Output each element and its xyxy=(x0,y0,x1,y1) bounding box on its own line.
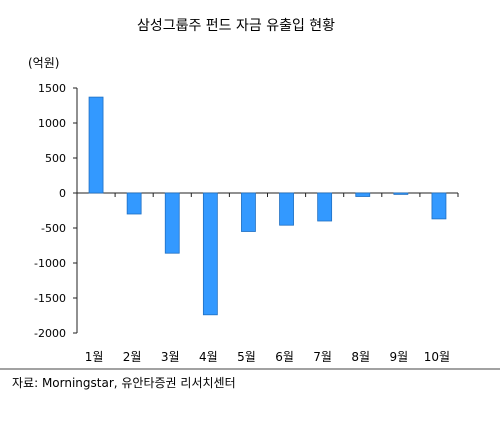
x-category-label: 4월 xyxy=(199,350,218,364)
bar-10 xyxy=(431,192,447,220)
bar-6 xyxy=(279,192,294,226)
chart-title: 삼성그룹주 펀드 자금 유출입 현황 xyxy=(137,18,335,34)
y-tick-label: -500 xyxy=(41,222,66,235)
x-category-label: 2월 xyxy=(123,350,142,364)
x-category-label: 3월 xyxy=(161,350,180,364)
bar-8 xyxy=(355,192,371,197)
y-tick-label: -1000 xyxy=(34,257,66,270)
x-category-label: 7월 xyxy=(313,350,332,364)
y-tick-label: 500 xyxy=(45,152,66,165)
bar-2 xyxy=(126,192,142,215)
y-axis-unit-label: (억원) xyxy=(28,56,59,70)
x-category-label: 5월 xyxy=(237,350,256,364)
y-tick-label: 1500 xyxy=(38,82,66,95)
y-tick-label: -1500 xyxy=(34,292,66,305)
bar-1 xyxy=(88,96,104,194)
y-tick-label: 1000 xyxy=(38,117,66,130)
bar-4 xyxy=(202,192,218,316)
bar-5 xyxy=(241,192,256,232)
bar-9 xyxy=(393,192,409,195)
x-category-label: 6월 xyxy=(275,350,294,364)
x-category-label: 1월 xyxy=(85,350,104,364)
source-note: 자료: Morningstar, 유안타증권 리서치센터 xyxy=(12,376,236,390)
x-category-label: 9월 xyxy=(390,350,409,364)
y-tick-label: 0 xyxy=(59,187,66,200)
y-tick-label: -2000 xyxy=(34,327,66,340)
x-category-label: 8월 xyxy=(351,350,370,364)
bar-3 xyxy=(164,192,180,254)
bar-7 xyxy=(317,192,333,222)
plot-area: 1500 1000 500 0 -500 -1000 -1500 -2000 1월 2월 3월 4월 5… xyxy=(34,82,459,364)
x-category-label: 10월 xyxy=(424,350,450,364)
